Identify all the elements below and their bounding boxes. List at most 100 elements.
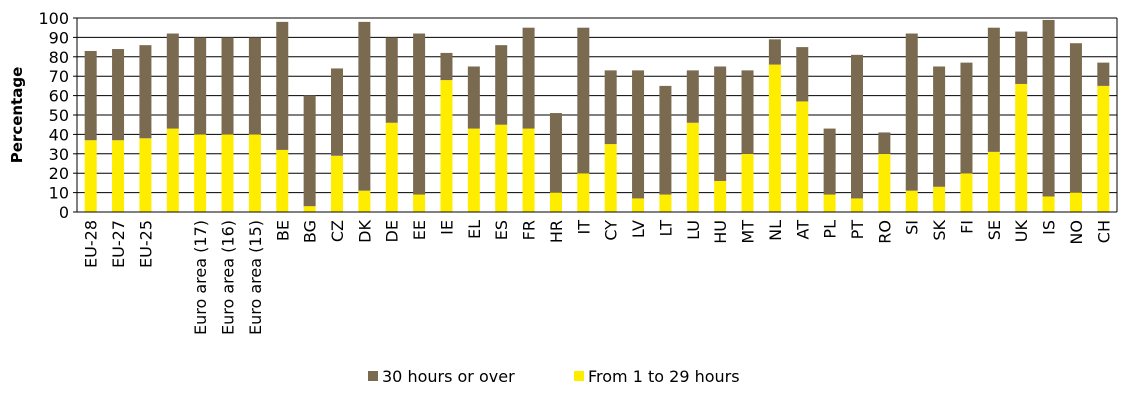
bar-segment-part-time [632,198,645,212]
y-tick-label: 30 [49,145,69,164]
bar-segment-full-time [796,47,809,102]
x-tick-label: Euro area (16) [219,220,238,335]
bar-segment-full-time [659,85,672,195]
bar-segment-part-time [522,128,535,212]
bar-segment-full-time [823,128,836,195]
x-tick-label: IS [1040,220,1059,235]
bar-segment-full-time [768,39,781,65]
bar-segment-full-time [577,27,590,174]
bar-segment-part-time [248,134,261,212]
bar-segment-full-time [385,37,398,123]
x-tick-label: AT [793,220,812,240]
bar-segment-part-time [905,190,918,212]
bar-segment-full-time [851,54,863,199]
bar-segment-full-time [276,21,289,150]
x-tick-label: EU-27 [109,220,128,268]
y-tick-label: 40 [49,125,69,144]
bar-segment-part-time [1097,85,1110,212]
bar-segment-full-time [467,66,480,129]
bar-segment-part-time [413,194,426,212]
x-tick-label: EU-28 [82,220,101,268]
y-tick-label: 90 [49,28,69,47]
bar-segment-full-time [413,33,426,195]
x-tick-label: FI [957,220,976,234]
x-tick-label: EE [410,220,429,240]
x-tick-label: LU [684,220,703,240]
bar-segment-full-time [960,62,973,174]
bar-segment-full-time [878,132,891,154]
bar-segment-full-time [112,49,125,141]
bar-segment-full-time [1042,19,1055,197]
bar-segment-full-time [495,45,508,125]
legend: 30 hours or over From 1 to 29 hours [368,367,740,386]
x-tick-label: PL [821,220,840,239]
bar-segment-part-time [1042,196,1055,212]
bar-segment-full-time [741,70,754,154]
y-tick-label: 60 [49,87,69,106]
x-tick-label: CH [1094,220,1113,243]
legend-swatch [574,371,584,381]
x-tick-label: BG [301,220,320,243]
bar-segment-part-time [1069,192,1082,212]
bar-segment-part-time [933,186,946,212]
axes [76,18,1118,213]
x-tick-label: EU-25 [136,220,155,268]
bar-segment-part-time [139,138,152,212]
x-tick-label: NL [766,220,785,241]
x-tick-label: UK [1012,219,1031,242]
x-tick-label: PT [848,220,867,240]
bar-segment-part-time [385,122,398,212]
bar-segment-part-time [112,140,125,212]
y-tick-label: 20 [49,164,69,183]
x-tick-label: IE [437,220,456,235]
bar-segment-part-time [686,122,699,212]
bar-segment-full-time [686,70,699,123]
bar-segment-full-time [303,95,316,207]
bar-segment-full-time [604,70,617,145]
x-tick-label: SI [903,220,922,235]
x-tick-label: ES [492,220,511,240]
bar-segment-full-time [139,45,152,139]
bar-segment-part-time [987,151,1000,212]
bar-segment-full-time [248,37,261,135]
bar-segment-full-time [632,70,645,199]
x-tick-label: LT [656,220,675,237]
bar-segment-full-time [440,52,453,81]
x-tick-label: IT [574,220,593,235]
bar-segment-part-time [440,80,453,212]
bar-segment-part-time [823,194,836,212]
bar-segment-part-time [960,173,973,212]
bar-segment-part-time [166,128,179,212]
bar-segment-part-time [659,194,672,212]
bar-segment-part-time [577,173,590,212]
x-tick-label: MT [739,220,758,244]
x-tick-label: RO [875,220,894,244]
bar-segment-full-time [522,27,535,129]
bar-segment-full-time [84,50,97,141]
bar-segment-full-time [358,21,371,191]
x-tick-label: DE [383,220,402,242]
y-tick-label: 50 [49,106,69,125]
bar-segment-part-time [303,206,316,212]
x-tick-label: LV [629,220,648,238]
bar-segment-part-time [796,101,809,212]
bar-segment-part-time [878,153,891,212]
bar-segment-full-time [933,66,946,187]
bar-segment-part-time [549,192,562,212]
x-tick-label: HU [711,220,730,244]
x-tick-label: CZ [328,220,347,242]
y-axis-label: Percentage [8,67,26,164]
bar-segment-part-time [768,64,781,212]
bar-segment-full-time [987,27,1000,152]
bar-segment-part-time [1015,83,1028,213]
x-tick-label: NO [1067,220,1086,245]
x-tick-label: Euro area (17) [191,220,210,335]
bar-segment-part-time [851,198,863,212]
bar-segment-part-time [604,144,617,212]
x-tick-label: SE [985,220,1004,240]
x-tick-label: SK [930,220,949,241]
y-tick-label: 0 [59,203,69,222]
bar-segment-full-time [1015,31,1028,84]
